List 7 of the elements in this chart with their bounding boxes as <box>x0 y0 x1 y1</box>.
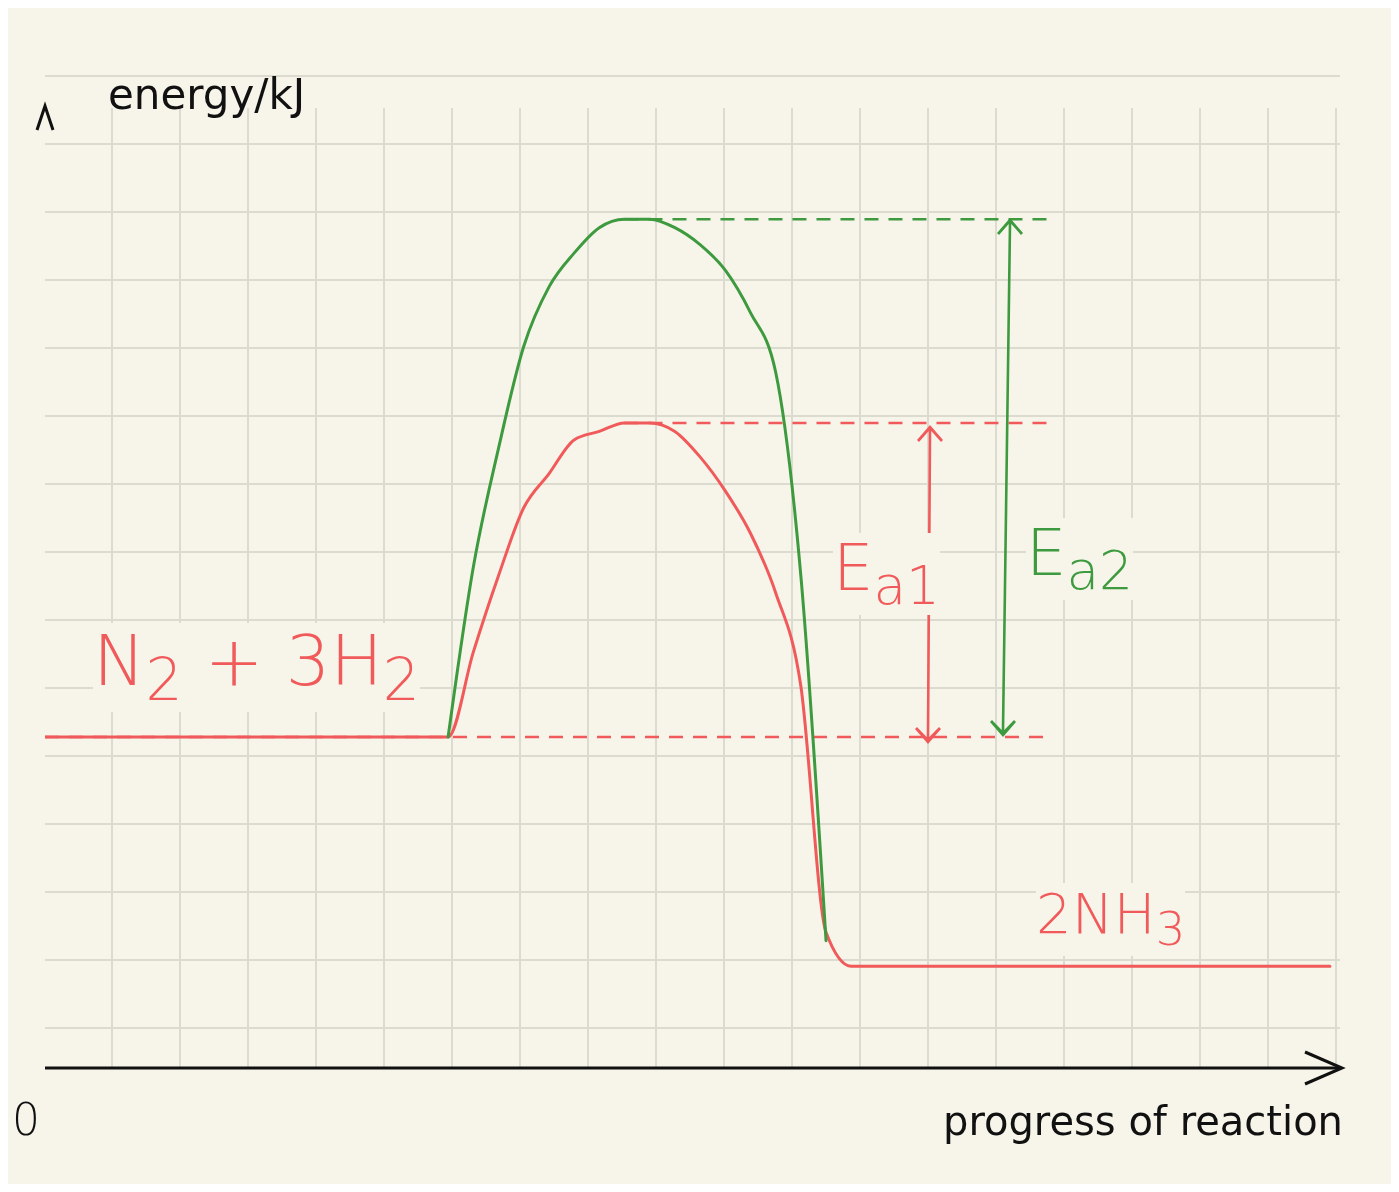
annotation: 2NH$_{3}$ <box>1036 881 1186 957</box>
annotation: E$_{a2}$ <box>1026 516 1134 602</box>
x-axis-title: progress of reaction <box>943 1098 1343 1144</box>
annotation: N$_{2}$ + 3H$_{2}$ <box>93 620 420 714</box>
y-axis-title: energy/kJ <box>108 70 306 119</box>
text: 0 <box>12 1094 40 1145</box>
annotation: E$_{a1}$ <box>833 531 941 617</box>
